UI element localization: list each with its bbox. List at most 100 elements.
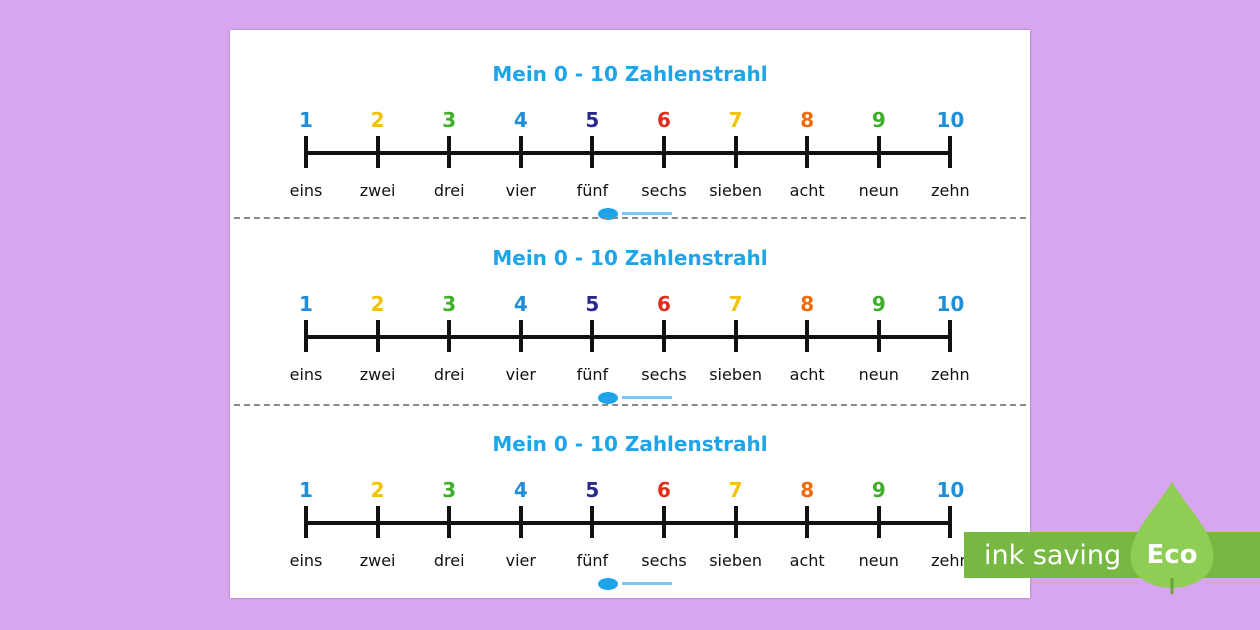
number-label: 3	[442, 478, 457, 502]
number-line	[306, 521, 951, 525]
number-label: 1	[299, 292, 313, 316]
tick-mark	[375, 136, 380, 168]
number-word: zehn	[931, 365, 970, 384]
tick-mark	[590, 136, 595, 168]
number-label: 9	[871, 292, 886, 316]
tick-mark	[805, 506, 810, 538]
number-line-strip: Mein 0 - 10 Zahlenstrahl 1 eins 2 zwei 3 drei…	[230, 44, 1030, 226]
tick-mark	[518, 136, 523, 168]
tick-mark	[518, 506, 523, 538]
number-label: 1	[299, 478, 313, 502]
cut-line	[234, 404, 1026, 406]
number-word: drei	[433, 181, 465, 200]
tick-mark	[733, 320, 738, 352]
number-word: neun	[858, 365, 899, 384]
tick-mark	[375, 506, 380, 538]
number-line-strip: Mein 0 - 10 Zahlenstrahl 1 eins 2 zwei 3 drei…	[230, 414, 1030, 596]
number-word: zehn	[931, 181, 970, 200]
twinkl-logo-icon	[598, 392, 672, 404]
number-label: 4	[513, 478, 528, 502]
number-label: 6	[657, 292, 671, 316]
tick-mark	[447, 320, 452, 352]
number-label: 2	[370, 292, 385, 316]
tick-mark	[805, 320, 810, 352]
tick-mark	[733, 506, 738, 538]
number-word: sechs	[641, 181, 687, 200]
number-word: eins	[289, 181, 323, 200]
number-word: acht	[789, 365, 825, 384]
tick-mark	[948, 506, 953, 538]
number-label: 8	[800, 292, 815, 316]
tick-mark	[948, 320, 953, 352]
number-label: 7	[728, 292, 743, 316]
twinkl-logo-icon	[598, 578, 672, 590]
number-label: 5	[585, 478, 600, 502]
number-word: fünf	[576, 365, 609, 384]
strip-title: Mein 0 - 10 Zahlenstrahl	[492, 432, 768, 456]
tick-mark	[590, 506, 595, 538]
number-label: 6	[657, 478, 671, 502]
tick-mark	[375, 320, 380, 352]
number-word: vier	[505, 181, 536, 200]
tick-mark	[876, 320, 881, 352]
strip-title: Mein 0 - 10 Zahlenstrahl	[492, 246, 768, 270]
leaf-icon	[1130, 482, 1214, 594]
number-word: sieben	[709, 551, 762, 570]
number-label: 7	[728, 478, 743, 502]
tick-mark	[518, 320, 523, 352]
number-label: 10	[936, 292, 965, 316]
number-label: 2	[370, 478, 385, 502]
number-word: vier	[505, 365, 536, 384]
number-word: sieben	[709, 365, 762, 384]
tick-mark	[876, 506, 881, 538]
number-label: 3	[442, 292, 457, 316]
tick-mark	[590, 320, 595, 352]
cut-line	[234, 217, 1026, 219]
tick-mark	[948, 136, 953, 168]
number-word: sechs	[641, 551, 687, 570]
number-label: 4	[513, 292, 528, 316]
number-word: zwei	[359, 181, 396, 200]
number-word: acht	[789, 551, 825, 570]
tick-mark	[304, 506, 308, 538]
number-line-strip: Mein 0 - 10 Zahlenstrahl 1 eins 2 zwei 3 drei…	[230, 228, 1030, 410]
number-label: 10	[936, 478, 965, 502]
number-word: fünf	[576, 551, 609, 570]
number-line	[306, 335, 951, 339]
number-word: acht	[789, 181, 825, 200]
tick-mark	[662, 506, 666, 538]
tick-mark	[304, 136, 308, 168]
number-label: 10	[936, 108, 965, 132]
number-label: 9	[871, 478, 886, 502]
eco-text: ink saving	[984, 540, 1122, 571]
number-label: 1	[299, 108, 313, 132]
tick-mark	[447, 506, 452, 538]
number-label: 7	[728, 108, 743, 132]
number-word: eins	[289, 365, 323, 384]
number-label: 9	[871, 108, 886, 132]
number-word: fünf	[576, 181, 609, 200]
number-label: 2	[370, 108, 385, 132]
number-word: zehn	[931, 551, 970, 570]
number-line	[306, 151, 951, 155]
number-label: 5	[585, 292, 600, 316]
eco-label: Eco	[1146, 540, 1198, 570]
number-word: eins	[289, 551, 323, 570]
number-word: zwei	[359, 365, 396, 384]
number-word: zwei	[359, 551, 396, 570]
tick-mark	[805, 136, 810, 168]
number-label: 4	[513, 108, 528, 132]
strip-title: Mein 0 - 10 Zahlenstrahl	[492, 62, 768, 86]
number-label: 3	[442, 108, 457, 132]
number-word: drei	[433, 365, 465, 384]
tick-mark	[304, 320, 308, 352]
worksheet: Mein 0 - 10 Zahlenstrahl 1 eins 2 zwei 3 drei…	[230, 30, 1030, 598]
number-word: neun	[858, 181, 899, 200]
number-word: sechs	[641, 365, 687, 384]
tick-mark	[876, 136, 881, 168]
number-label: 8	[800, 108, 815, 132]
tick-mark	[662, 136, 666, 168]
tick-mark	[447, 136, 452, 168]
eco-badge: ink saving Eco	[964, 482, 1260, 594]
number-label: 5	[585, 108, 600, 132]
